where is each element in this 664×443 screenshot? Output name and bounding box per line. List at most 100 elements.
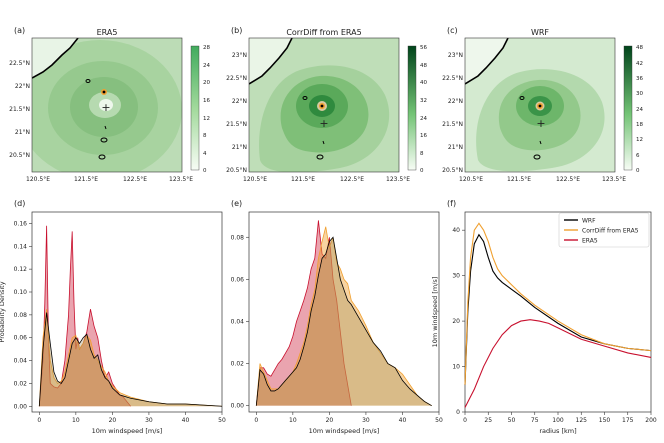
lon-axis: 120.5°E 121.5°E 122.5°E 123.5°E <box>26 176 193 183</box>
svg-text:8: 8 <box>420 151 424 157</box>
x-tick-label: 200 <box>645 417 657 424</box>
y-tick-label: 0.02 <box>231 361 245 368</box>
colorbar-ticks: 56 48 40 32 24 16 8 0 <box>420 45 427 174</box>
svg-text:24: 24 <box>420 116 427 122</box>
lon-axis: 120.5°E 121.5°E 122.5°E 123.5°E <box>243 176 410 183</box>
svg-text:21.5°N: 21.5°N <box>442 121 463 128</box>
reference-marker: + <box>319 117 328 130</box>
svg-text:22°N: 22°N <box>448 98 463 105</box>
panel-f: 0 25 50 75 100 125 150 175 200 0 10 20 30 40 radius [k… <box>431 211 657 435</box>
svg-text:42: 42 <box>636 61 643 67</box>
colorbar-ticks: 48 42 36 30 24 18 12 6 0 <box>636 45 643 174</box>
lat-axis: 22.5°N 22°N 21.5°N 21°N 20.5°N <box>9 60 30 159</box>
panel-b: (b) CorrDiff from ERA5 + 23°N 22.5°N 22°… <box>226 26 427 183</box>
x-tick-label: 75 <box>531 417 539 424</box>
colorbar <box>407 45 417 171</box>
svg-text:123.5°E: 123.5°E <box>169 176 193 183</box>
map-field <box>32 38 182 172</box>
svg-text:121.5°E: 121.5°E <box>291 176 315 183</box>
svg-text:22°N: 22°N <box>15 83 30 90</box>
plot-frame <box>248 211 440 413</box>
line-era5 <box>38 225 131 407</box>
panel-label: (c) <box>447 26 458 35</box>
svg-text:21.5°N: 21.5°N <box>9 106 30 113</box>
svg-text:22°N: 22°N <box>232 98 247 105</box>
panel-title: ERA5 <box>97 28 118 37</box>
svg-text:0: 0 <box>203 168 207 174</box>
svg-text:122.5°E: 122.5°E <box>340 176 364 183</box>
panel-d: 0 10 20 30 40 50 0.00 0.02 0.04 0.06 0.08 0.10 0.12 0… <box>0 211 226 435</box>
x-tick-label: 0 <box>463 417 467 424</box>
x-tick-label: 20 <box>109 417 117 424</box>
svg-text:48: 48 <box>420 63 427 69</box>
plot-frame <box>31 211 223 413</box>
svg-text:123.5°E: 123.5°E <box>602 176 626 183</box>
svg-text:30: 30 <box>636 91 643 97</box>
panel-title: WRF <box>531 28 549 37</box>
svg-text:23°N: 23°N <box>232 52 247 59</box>
y-tick-label: 0.10 <box>14 289 28 296</box>
y-tick-label: 0.14 <box>14 243 28 250</box>
area-corrdiff-from-era5 <box>39 309 222 407</box>
legend-label: WRF <box>582 218 596 225</box>
line-corrdiff-from-era5 <box>38 309 223 407</box>
svg-text:121.5°E: 121.5°E <box>74 176 98 183</box>
y-tick-label: 10 <box>452 364 460 371</box>
y-tick-label: 0.02 <box>14 380 28 387</box>
svg-text:12: 12 <box>636 137 643 143</box>
colorbar <box>190 45 200 171</box>
svg-text:6: 6 <box>636 153 640 159</box>
svg-text:48: 48 <box>636 45 643 51</box>
y-tick-label: 30 <box>452 273 460 280</box>
svg-text:0: 0 <box>636 168 640 174</box>
svg-text:120.5°E: 120.5°E <box>26 176 50 183</box>
panel-label: (b) <box>231 26 242 35</box>
svg-text:12: 12 <box>203 116 210 122</box>
x-tick-label: 50 <box>508 417 516 424</box>
svg-text:4: 4 <box>203 151 207 157</box>
svg-text:40: 40 <box>420 80 427 86</box>
x-axis-label: 10m windspeed [m/s] <box>92 427 163 435</box>
svg-text:23°N: 23°N <box>448 52 463 59</box>
y-tick-label: 0 <box>456 409 460 416</box>
y-tick-label: 40 <box>452 227 460 234</box>
line-era5 <box>464 319 652 408</box>
svg-text:18: 18 <box>636 122 643 128</box>
svg-text:20.5°N: 20.5°N <box>226 167 247 174</box>
map-field <box>249 38 399 172</box>
lat-axis: 23°N 22.5°N 22°N 21.5°N 21°N 20.5°N <box>442 52 463 174</box>
svg-text:20: 20 <box>203 80 210 86</box>
legend-label: ERA5 <box>582 238 598 245</box>
y-axis-label: Probability Density <box>0 281 6 342</box>
colorbar-ticks: 28 24 20 16 12 8 4 0 <box>203 45 210 174</box>
panel-a: (a) ERA5 + 22.5°N 22°N 21.5°N 21°N 20.5°… <box>9 26 210 183</box>
x-axis-label: radius [km] <box>539 427 576 435</box>
x-tick-label: 30 <box>362 417 370 424</box>
x-axis-label: 10m windspeed [m/s] <box>309 427 380 435</box>
x-tick-label: 150 <box>599 417 611 424</box>
x-tick-label: 20 <box>326 417 334 424</box>
x-tick-label: 0 <box>37 417 41 424</box>
legend: WRF CorrDiff from ERA5 ERA5 <box>558 212 650 248</box>
x-tick-label: 125 <box>576 417 588 424</box>
x-tick-label: 30 <box>145 417 153 424</box>
x-tick-label: 50 <box>435 417 443 424</box>
panel-c: (c) WRF + 23°N 22.5°N 22°N 21.5°N 21°N 2… <box>442 26 643 183</box>
y-axis-label: 10m windspeed [m/s] <box>431 277 439 348</box>
panel-e: 0 10 20 30 40 50 0.00 0.02 0.04 0.06 0.08 10m winds… <box>231 211 443 435</box>
legend-label: CorrDiff from ERA5 <box>582 228 639 235</box>
svg-text:20.5°N: 20.5°N <box>442 167 463 174</box>
svg-text:123.5°E: 123.5°E <box>386 176 410 183</box>
y-tick-label: 0.06 <box>231 276 245 283</box>
svg-text:16: 16 <box>420 133 427 139</box>
panel-label: (e) <box>231 199 242 208</box>
svg-text:120.5°E: 120.5°E <box>459 176 483 183</box>
y-tick-label: 0.04 <box>231 318 245 325</box>
line-wrf <box>38 312 223 407</box>
svg-text:24: 24 <box>636 107 643 113</box>
y-tick-label: 0.04 <box>14 358 28 365</box>
svg-text:32: 32 <box>420 98 427 104</box>
y-tick-label: 0.16 <box>14 220 28 227</box>
area-corrdiff-from-era5 <box>256 226 432 406</box>
